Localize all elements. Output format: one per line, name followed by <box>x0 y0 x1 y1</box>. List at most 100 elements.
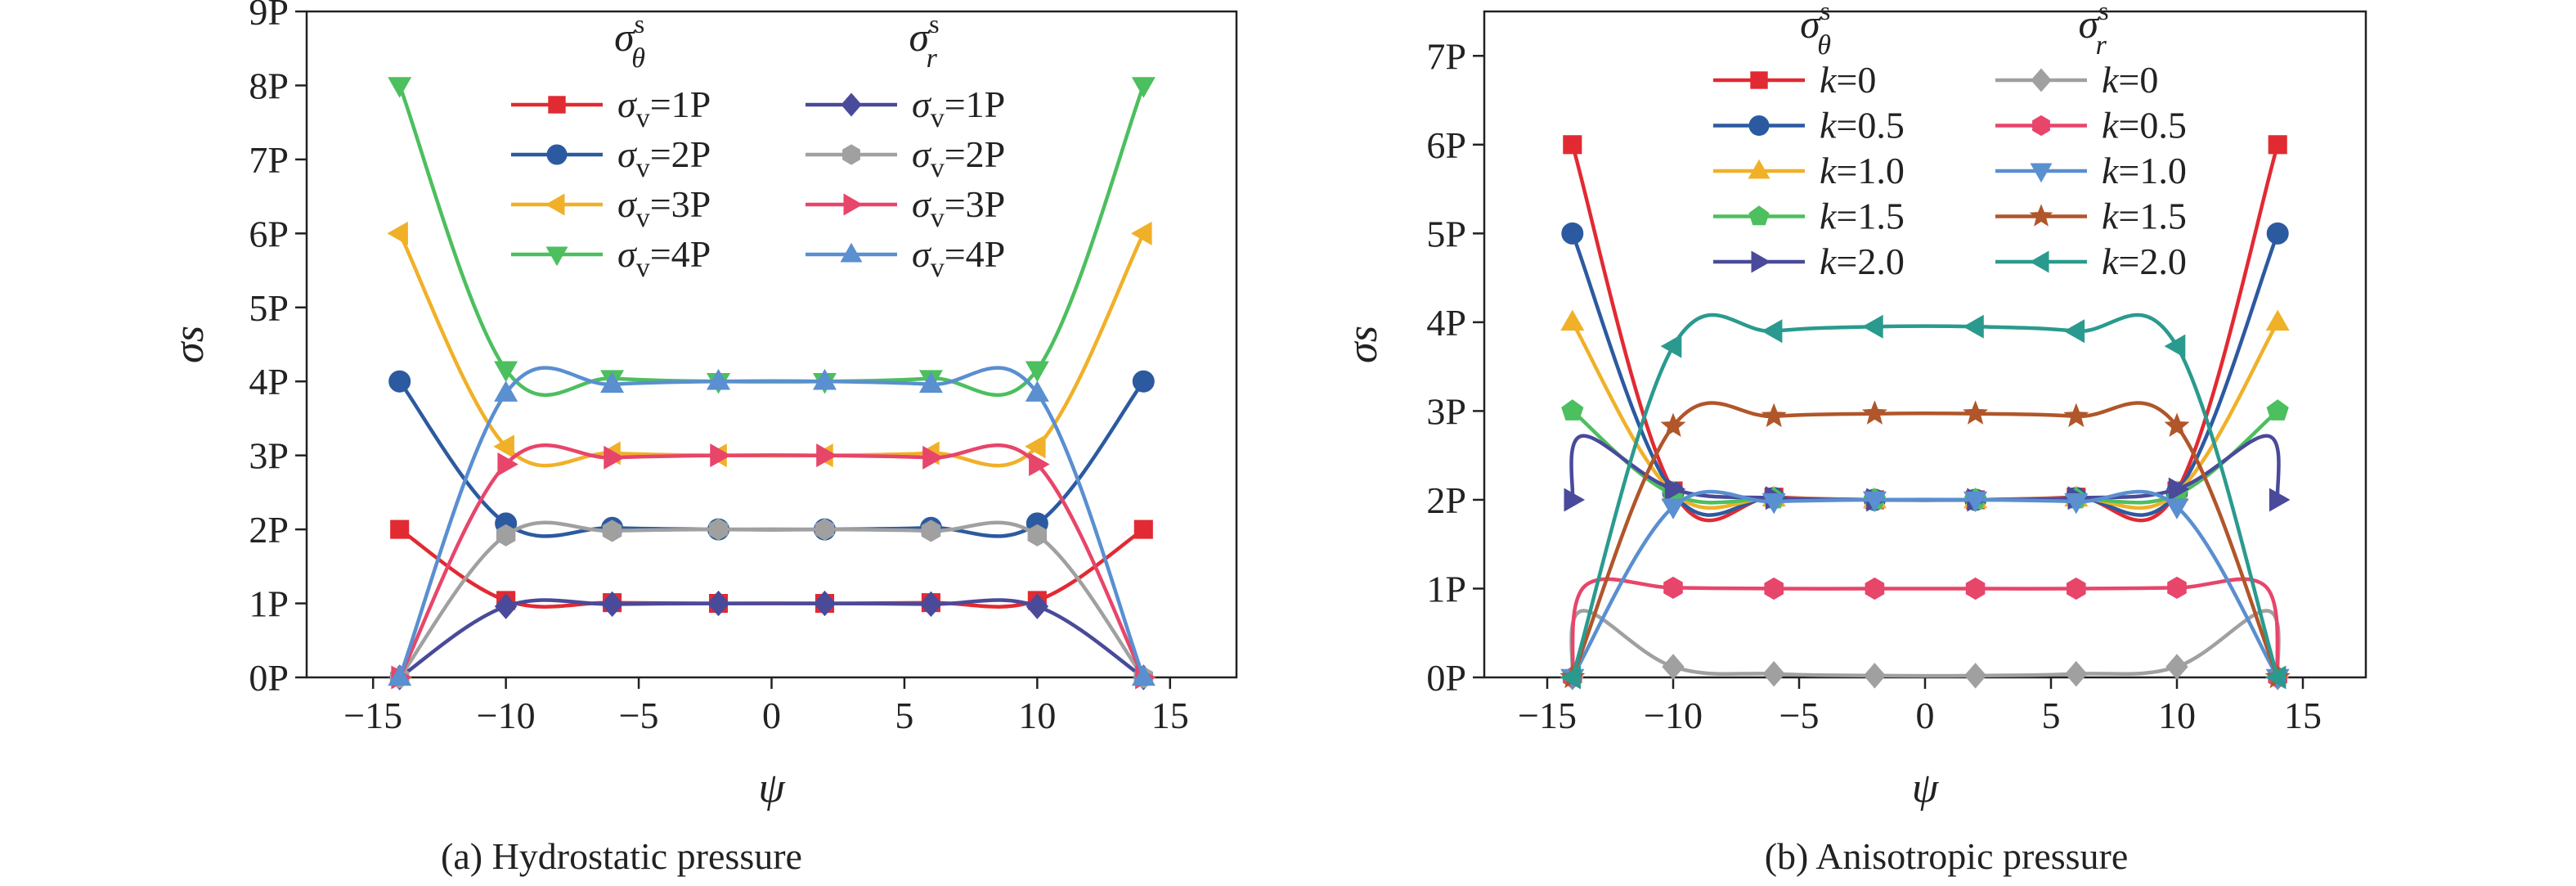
legend-marker <box>548 96 566 114</box>
y-tick-label: 6P <box>249 213 289 254</box>
legend-item: σv=2P <box>806 133 1005 183</box>
x-tick-label: 0 <box>1916 695 1935 736</box>
series-line <box>397 366 1146 678</box>
y-tick-label: 7P <box>1426 35 1466 77</box>
legend-marker <box>1748 115 1770 136</box>
legend-header-r: σs r <box>2078 0 2108 61</box>
y-tick-label: 4P <box>1426 302 1466 344</box>
legend-marker <box>2029 204 2053 227</box>
x-tick-label: 10 <box>1018 695 1056 736</box>
data-point <box>1560 665 1581 690</box>
legend-item: σv=2P <box>511 133 711 183</box>
data-point <box>1862 314 1883 339</box>
data-point <box>388 77 412 98</box>
series-line <box>1570 401 2280 678</box>
legend-item: k=2.0 <box>1713 241 1905 282</box>
data-point <box>388 664 412 686</box>
legend-header-r: σs r <box>909 9 939 74</box>
data-point <box>494 361 518 383</box>
series-line <box>1570 313 2280 678</box>
data-point <box>494 593 518 619</box>
data-point <box>2065 660 2088 687</box>
series-r-8 <box>1560 400 2291 689</box>
data-point <box>1761 403 1787 428</box>
y-tick-label: 4P <box>249 361 289 403</box>
data-point <box>2067 577 2086 600</box>
series-r-7 <box>388 366 1156 686</box>
data-point <box>2266 399 2289 421</box>
data-point <box>1025 593 1049 619</box>
legend-item: k=2.0 <box>1995 241 2187 282</box>
data-point <box>1660 412 1686 437</box>
data-point <box>2265 309 2290 331</box>
y-tick-label: 8P <box>249 65 289 106</box>
data-point <box>494 380 518 402</box>
data-point <box>2269 488 2291 512</box>
data-point <box>2268 135 2287 155</box>
data-point <box>1762 660 1785 687</box>
data-point <box>1025 434 1046 459</box>
x-tick-label: 0 <box>762 695 781 736</box>
y-tick-label: 2P <box>249 509 289 551</box>
legend-item: σv=1P <box>511 83 711 133</box>
data-point <box>493 434 514 459</box>
legend-label: k=1.0 <box>1820 150 1905 191</box>
x-tick-label: −5 <box>619 695 659 736</box>
y-tick-label: 7P <box>249 139 289 181</box>
legend-marker <box>843 193 864 216</box>
data-point <box>600 371 625 394</box>
x-tick-label: 10 <box>2158 695 2196 736</box>
series-line <box>397 443 1146 679</box>
legend-header-theta: σs θ <box>1800 0 1831 61</box>
legend-marker <box>2029 250 2049 273</box>
panel-a: −15 −10 −5 0 5 10 15 0P 1P 2P 3P 4P 5P 6P 7P 8P 9P ψ σs (a)… <box>166 0 1238 877</box>
series-theta-2 <box>387 221 1152 468</box>
y-tick-label: 3P <box>249 435 289 477</box>
legend-label: σv=3P <box>617 183 711 233</box>
legend-label: σv=4P <box>912 233 1005 283</box>
series-r-9 <box>1560 313 2287 690</box>
data-point <box>1025 361 1049 383</box>
legend-label: k=1.5 <box>2102 196 2187 237</box>
series-line <box>397 84 1146 398</box>
legend-item: k=0 <box>1995 59 2158 101</box>
legend-item: k=0 <box>1713 59 1876 101</box>
data-point <box>707 368 731 390</box>
data-point <box>918 371 943 394</box>
data-point <box>922 445 944 470</box>
x-axis-label: ψ <box>1912 765 1940 812</box>
legend-item: σv=4P <box>511 233 711 283</box>
legend-item: k=1.0 <box>1713 150 1905 191</box>
data-point <box>1661 498 1685 519</box>
data-point <box>2063 319 2085 344</box>
y-tick-label: 9P <box>249 0 289 33</box>
data-point <box>1561 399 1584 421</box>
data-point <box>1965 577 1986 600</box>
series-r-6 <box>391 443 1156 690</box>
data-point <box>921 519 941 542</box>
data-point <box>602 519 622 542</box>
data-point <box>1963 314 1984 339</box>
x-tick-label: −5 <box>1779 695 1820 736</box>
data-point <box>2063 403 2089 428</box>
legend-marker <box>546 144 568 165</box>
legend-marker <box>545 193 565 216</box>
series-line <box>397 232 1146 468</box>
data-point <box>2164 412 2190 437</box>
series-theta-0 <box>1563 135 2287 523</box>
x-tick-label: −15 <box>1518 695 1577 736</box>
legend-item: k=1.5 <box>1995 196 2187 237</box>
legend-label: σv=2P <box>617 133 711 183</box>
data-point <box>1660 334 1682 358</box>
data-point <box>1863 663 1887 689</box>
legend-label: k=0.5 <box>2102 105 2187 146</box>
legend-label: σv=3P <box>912 183 1005 233</box>
data-point <box>1662 654 1685 680</box>
data-point <box>1133 519 1153 539</box>
legend-item: k=0.5 <box>1995 105 2187 146</box>
data-point <box>497 452 518 477</box>
data-point <box>1131 77 1156 98</box>
data-point <box>1130 221 1152 245</box>
legend-marker <box>2030 163 2053 183</box>
data-point <box>1663 576 1683 599</box>
